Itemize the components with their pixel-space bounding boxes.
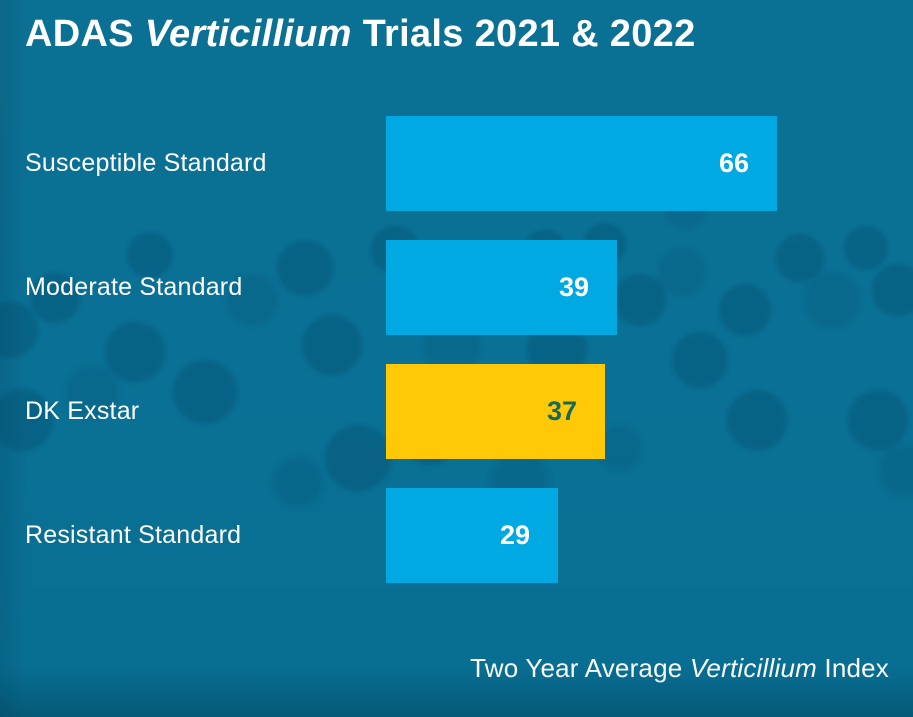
- chart-row: Susceptible Standard 66: [0, 116, 913, 211]
- axis-caption: Two Year Average Verticillium Index: [470, 653, 889, 684]
- chart-title-prefix: ADAS: [25, 13, 145, 55]
- chart-row: DK Exstar 37: [0, 364, 913, 459]
- chart-row: Moderate Standard 39: [0, 240, 913, 335]
- value-label: 39: [558, 272, 589, 302]
- bar-moderate-standard: 39: [386, 240, 617, 335]
- axis-caption-italic: Verticillium: [689, 653, 817, 683]
- axis-caption-prefix: Two Year Average: [470, 653, 690, 683]
- chart-row: Resistant Standard 29: [0, 488, 913, 583]
- bar-resistant-standard: 29: [386, 488, 558, 583]
- category-label: Susceptible Standard: [25, 149, 267, 177]
- chart-title-italic: Verticillium: [144, 13, 352, 55]
- bar-dk-exstar: 37: [386, 364, 605, 459]
- chart-title-suffix: Trials 2021 & 2022: [351, 13, 696, 55]
- chart-rows: Susceptible Standard 66 Moderate Standard 3…: [0, 116, 913, 612]
- value-label: 29: [499, 520, 530, 550]
- category-label: DK Exstar: [25, 397, 140, 425]
- chart-title: ADAS Verticillium Trials 2021 & 2022: [25, 13, 696, 56]
- bar-susceptible-standard: 66: [386, 116, 777, 211]
- category-label: Moderate Standard: [25, 273, 243, 301]
- value-label: 66: [718, 148, 749, 178]
- value-label: 37: [546, 396, 577, 426]
- category-label: Resistant Standard: [25, 521, 242, 549]
- axis-caption-suffix: Index: [816, 653, 889, 683]
